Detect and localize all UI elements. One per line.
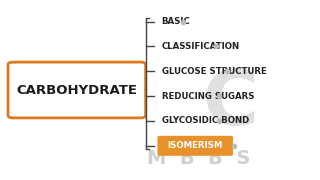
Text: C: C — [202, 67, 259, 141]
FancyBboxPatch shape — [157, 136, 233, 156]
Text: CLASSIFICATION: CLASSIFICATION — [162, 42, 240, 51]
FancyBboxPatch shape — [8, 62, 146, 118]
Text: CARBOHYDRATE: CARBOHYDRATE — [16, 84, 137, 96]
Text: GLUCOSE STRUCTURE: GLUCOSE STRUCTURE — [162, 67, 266, 76]
Text: REDUCING SUGARS: REDUCING SUGARS — [162, 92, 254, 101]
Text: BASIC: BASIC — [162, 17, 190, 26]
Text: M  B  B  S: M B B S — [147, 149, 250, 168]
Text: ISOMERISM: ISOMERISM — [167, 141, 223, 150]
Text: GLYCOSIDIC BOND: GLYCOSIDIC BOND — [162, 116, 249, 125]
